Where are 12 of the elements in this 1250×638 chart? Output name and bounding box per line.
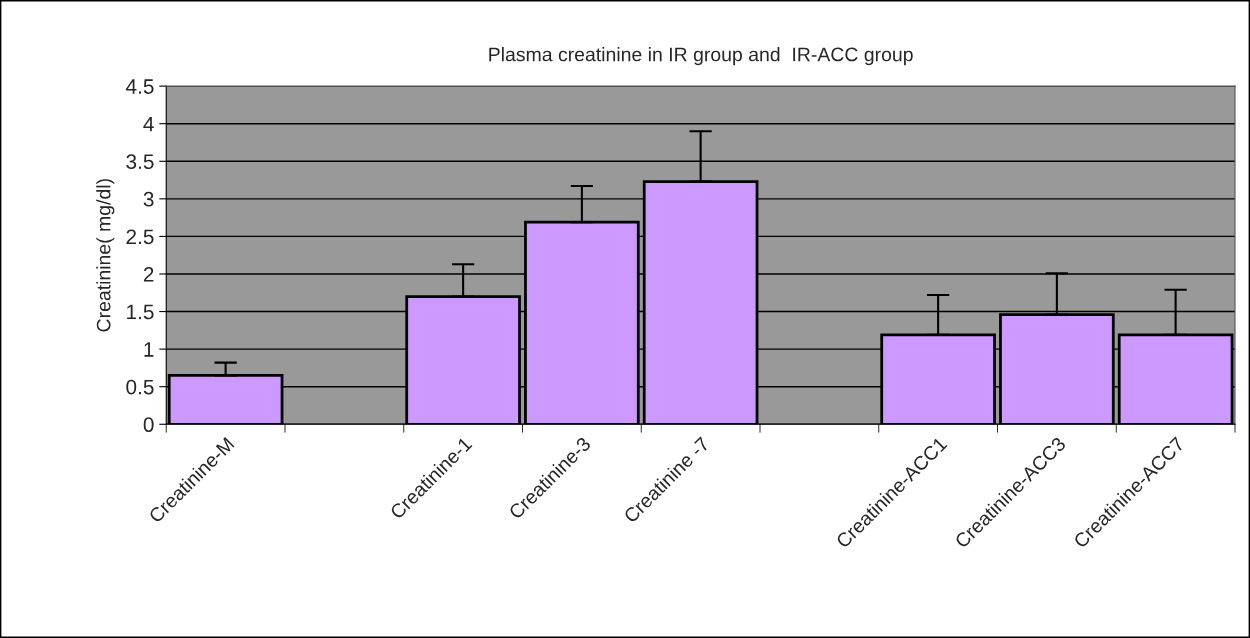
y-tick-label: 2.5 — [126, 229, 154, 245]
y-tick-label: 3.5 — [126, 154, 154, 170]
y-tick-label: 1.5 — [127, 304, 154, 320]
y-tick-label: 1 — [144, 342, 154, 357]
y-tick-label: 2 — [143, 266, 154, 282]
y-tick-label: 0 — [143, 417, 154, 433]
y-tick-label: 3 — [143, 191, 154, 207]
y-tick-label: 4 — [143, 116, 154, 132]
y-axis-title: Creatinine( mg/dl) — [96, 179, 115, 332]
y-tick-label: 4.5 — [125, 79, 154, 94]
chart-title: Plasma creatinine in IR group and IR-ACC group — [489, 47, 913, 66]
y-tick-label: 0.5 — [126, 379, 154, 395]
